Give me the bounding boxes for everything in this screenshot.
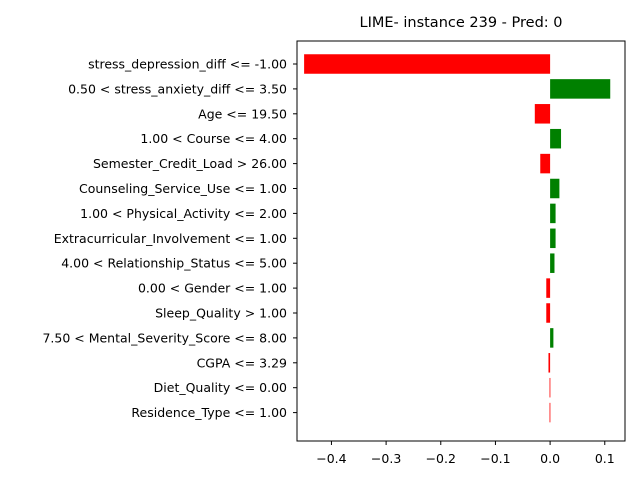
bar-13: [549, 377, 551, 398]
y-tick-label-5: Counseling_Service_Use <= 1.00: [79, 181, 287, 196]
x-tick-label-0: −0.4: [316, 451, 346, 466]
bar-2: [534, 104, 551, 124]
bar-11: [550, 328, 554, 348]
y-tick-label-1: 0.50 < stress_anxiety_diff <= 3.50: [68, 81, 287, 96]
x-tick-label-4: 0.0: [540, 451, 560, 466]
y-tick-label-11: 7.50 < Mental_Severity_Score <= 8.00: [42, 330, 287, 345]
x-tick-label-1: −0.3: [371, 451, 401, 466]
bars-group: [304, 54, 611, 423]
y-tick-label-12: CGPA <= 3.29: [197, 355, 287, 370]
bar-6: [550, 203, 556, 224]
bar-12: [548, 353, 551, 373]
y-tick-label-8: 4.00 < Relationship_Status <= 5.00: [61, 256, 287, 271]
y-tick-label-2: Age <= 19.50: [198, 106, 287, 121]
bar-8: [550, 253, 555, 273]
y-tick-label-10: Sleep_Quality > 1.00: [155, 306, 287, 321]
y-tick-label-3: 1.00 < Course <= 4.00: [140, 131, 287, 146]
y-axis: stress_depression_diff <= -1.00 0.50 < st…: [42, 57, 297, 420]
bar-10: [546, 303, 551, 323]
x-axis: −0.4 −0.3 −0.2 −0.1 0.0 0.1: [316, 441, 615, 466]
bar-9: [546, 278, 551, 298]
bar-0: [304, 54, 551, 74]
bar-4: [540, 153, 551, 174]
x-tick-label-3: −0.1: [480, 451, 510, 466]
y-tick-label-7: Extracurricular_Involvement <= 1.00: [54, 231, 287, 246]
y-tick-label-14: Residence_Type <= 1.00: [131, 405, 287, 420]
bar-3: [550, 128, 562, 149]
bar-14: [549, 402, 551, 423]
y-tick-label-9: 0.00 < Gender <= 1.00: [138, 281, 287, 296]
y-tick-label-0: stress_depression_diff <= -1.00: [88, 57, 287, 72]
bar-7: [550, 228, 556, 249]
plot-frame: [296, 40, 626, 442]
y-tick-label-13: Diet_Quality <= 0.00: [154, 380, 287, 395]
y-tick-label-6: 1.00 < Physical_Activity <= 2.00: [80, 206, 287, 221]
y-tick-label-4: Semester_Credit_Load > 26.00: [93, 156, 287, 171]
x-tick-label-2: −0.2: [426, 451, 456, 466]
x-tick-label-5: 0.1: [595, 451, 615, 466]
bar-5: [550, 178, 560, 199]
chart-title: LIME- instance 239 - Pred: 0: [359, 15, 562, 31]
bar-1: [550, 79, 611, 99]
